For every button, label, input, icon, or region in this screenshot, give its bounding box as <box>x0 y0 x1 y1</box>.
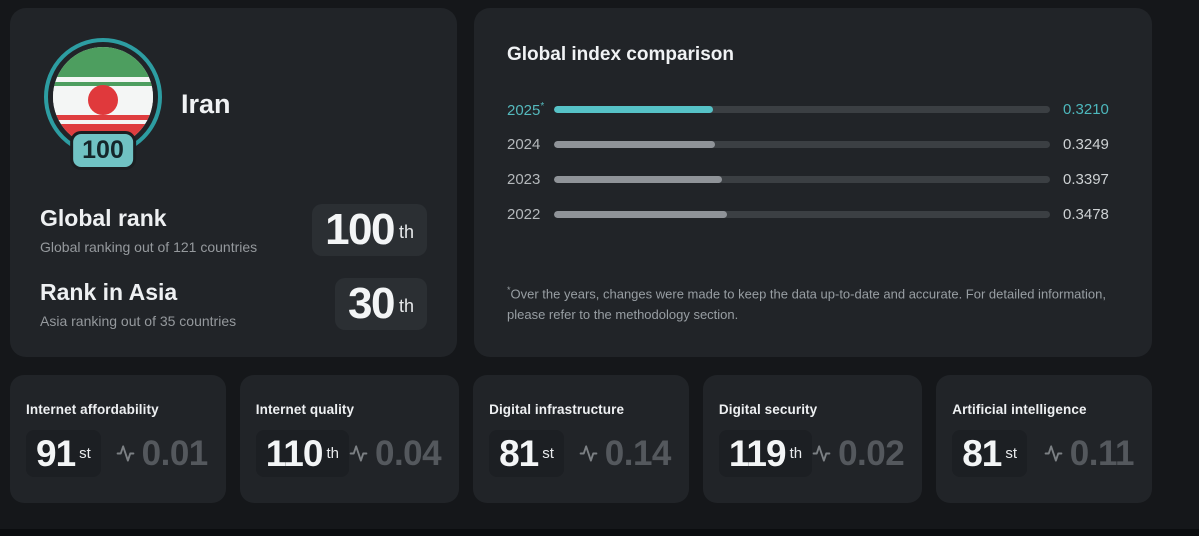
metric-cards-row: Internet affordability 91 st 0.01 Intern… <box>10 375 1152 503</box>
global-rank-title: Global rank <box>40 205 167 231</box>
pulse-activity-icon <box>349 445 368 462</box>
metric-card-digital-security: Digital security 119 th 0.02 <box>702 375 923 503</box>
bar-label: 2025* <box>507 100 545 119</box>
metric-rank-suffix: st <box>542 445 554 462</box>
bar-label: 2024 <box>507 136 541 153</box>
metric-card-internet-affordability: Internet affordability 91 st 0.01 <box>10 375 226 503</box>
bar-row-2025: 2025* 0.3210 <box>507 99 1118 120</box>
comparison-title: Global index comparison <box>507 44 734 65</box>
country-name: Iran <box>181 88 231 119</box>
metric-title: Digital infrastructure <box>489 402 625 417</box>
country-card: 100 Iran Global rank Global ranking out … <box>10 8 457 357</box>
pulse-activity-icon <box>1044 445 1063 462</box>
pulse-activity-icon <box>579 445 598 462</box>
pulse-activity-icon <box>116 445 135 462</box>
metric-score: 0.01 <box>141 433 209 473</box>
bar-row-2024: 2024 0.3249 <box>507 134 1118 155</box>
metric-rank-box: 119 th <box>718 430 813 477</box>
comparison-card: Global index comparison 2025* 0.3210 202… <box>474 8 1152 357</box>
bar-fill <box>554 106 714 113</box>
metric-rank-suffix: st <box>1005 445 1018 462</box>
asia-rank-row: Rank in Asia Asia ranking out of 35 coun… <box>40 278 427 330</box>
comparison-bars: 2025* 0.3210 2024 0.3249 2023 0.3397 202… <box>507 99 1118 225</box>
metric-title: Artificial intelligence <box>952 402 1087 417</box>
bar-label: 2022 <box>507 206 541 223</box>
global-rank-value-box: 100 th <box>312 204 427 256</box>
bar-fill <box>554 141 716 148</box>
metric-score: 0.14 <box>604 433 672 473</box>
bar-row-2023: 2023 0.3397 <box>507 169 1118 190</box>
bar-track <box>554 211 1050 218</box>
flag-emblem-icon <box>88 85 118 115</box>
bar-track <box>554 106 1050 113</box>
country-header: 100 Iran <box>40 38 427 170</box>
bar-value: 0.3478 <box>1063 206 1109 223</box>
metric-score: 0.02 <box>838 433 905 473</box>
metric-score: 0.04 <box>374 433 442 473</box>
metric-rank-box: 110 th <box>255 430 349 477</box>
metric-rank-box: 81 st <box>489 430 564 477</box>
bar-track <box>554 141 1050 148</box>
metric-rank-suffix: th <box>326 445 339 462</box>
asia-rank-suffix: th <box>398 295 414 316</box>
asia-rank-title: Rank in Asia <box>40 279 178 305</box>
asia-rank-value: 30 <box>348 279 395 328</box>
dashboard: 100 Iran Global rank Global ranking out … <box>10 8 1152 503</box>
metric-card-digital-infrastructure: Digital infrastructure 81 st 0.14 <box>473 375 689 503</box>
country-score-badge: 100 <box>70 131 136 170</box>
bar-fill <box>554 211 727 218</box>
metric-rank-suffix: st <box>79 445 91 462</box>
bar-row-2022: 2022 0.3478 <box>507 204 1118 225</box>
global-rank-row: Global rank Global ranking out of 121 co… <box>40 204 427 256</box>
global-rank-suffix: th <box>398 221 414 242</box>
rank-rows: Global rank Global ranking out of 121 co… <box>40 204 427 330</box>
metric-card-artificial-intelligence: Artificial intelligence 81 st 0.11 <box>936 375 1152 503</box>
metric-rank: 81 <box>499 432 539 474</box>
metric-rank-box: 81 st <box>952 430 1028 477</box>
bar-track <box>554 176 1050 183</box>
metric-title: Internet affordability <box>26 402 159 417</box>
bar-label: 2023 <box>507 171 541 188</box>
asia-rank-subtitle: Asia ranking out of 35 countries <box>40 313 237 329</box>
bar-fill <box>554 176 723 183</box>
bar-value: 0.3210 <box>1063 101 1109 118</box>
asia-rank-value-box: 30 th <box>335 278 427 330</box>
bar-value: 0.3397 <box>1063 171 1109 188</box>
bar-value: 0.3249 <box>1063 136 1109 153</box>
metric-title: Digital security <box>718 402 818 417</box>
pulse-activity-icon <box>812 445 831 462</box>
top-row: 100 Iran Global rank Global ranking out … <box>10 8 1152 357</box>
methodology-footnote: *Over the years, changes were made to ke… <box>507 285 1106 323</box>
metric-card-internet-quality: Internet quality 110 th 0.04 <box>239 375 460 503</box>
metric-rank-suffix: th <box>789 445 803 462</box>
bottom-edge-strip <box>0 529 1199 536</box>
metric-rank-box: 91 st <box>26 430 101 477</box>
iran-flag-roundel-icon: 100 <box>40 38 166 170</box>
metric-rank: 119 <box>728 432 787 474</box>
metric-title: Internet quality <box>255 402 355 417</box>
metric-rank: 91 <box>36 432 76 474</box>
metric-rank: 81 <box>962 432 1002 474</box>
global-rank-value: 100 <box>325 205 395 254</box>
metric-score: 0.11 <box>1069 433 1135 473</box>
global-rank-subtitle: Global ranking out of 121 countries <box>40 239 258 255</box>
metric-rank: 110 <box>265 432 324 474</box>
